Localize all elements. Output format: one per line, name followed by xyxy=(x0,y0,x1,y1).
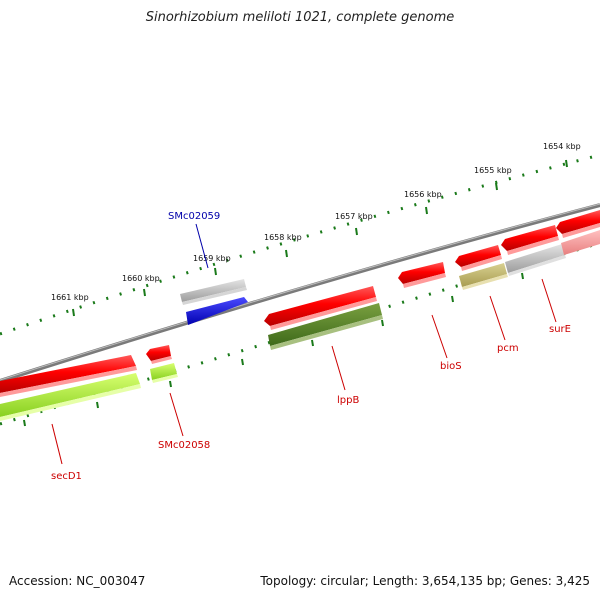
tick-label-1654: 1654 kbp xyxy=(543,142,581,151)
leader-line-bios xyxy=(431,314,448,359)
outer-major-ticks xyxy=(72,159,568,317)
gene-arrow-next-pink[interactable] xyxy=(561,230,600,255)
gene-label-bios[interactable]: bioS xyxy=(440,361,462,372)
tick-label-1660: 1660 kbp xyxy=(122,274,160,283)
leader-line-sure xyxy=(541,278,557,323)
tick-label-1655: 1655 kbp xyxy=(474,166,512,175)
tick-label-1658: 1658 kbp xyxy=(264,233,302,242)
inner-major-ticks xyxy=(23,272,524,427)
gene-arrow-smc02059-grey[interactable] xyxy=(180,279,247,305)
gene-label-lppb[interactable]: lppB xyxy=(337,395,359,406)
gene-arrow-smc02058-lime[interactable] xyxy=(150,363,178,383)
leader-line-pcm xyxy=(489,295,506,341)
gene-arrow-next[interactable] xyxy=(556,210,600,238)
gene-arrow-smc02058[interactable] xyxy=(146,345,172,364)
genome-backbone-highlight xyxy=(0,203,600,381)
gene-arrow-secd1[interactable] xyxy=(0,355,137,397)
gene-label-smc02059[interactable]: SMc02059 xyxy=(168,211,220,222)
accession-text: Accession: NC_003047 xyxy=(9,574,146,588)
genome-backbone xyxy=(0,203,600,383)
gene-arrow-sure-grey[interactable] xyxy=(505,244,566,276)
gene-label-smc02058[interactable]: SMc02058 xyxy=(158,440,210,451)
leader-line-smc02059 xyxy=(195,223,209,269)
gene-arrow-bios[interactable] xyxy=(398,262,446,288)
gene-label-secd1[interactable]: secD1 xyxy=(51,471,82,482)
gene-label-sure[interactable]: surE xyxy=(549,324,571,335)
tick-label-1659: 1659 kbp xyxy=(193,254,231,263)
leader-line-secd1 xyxy=(51,423,63,465)
tick-label-1661: 1661 kbp xyxy=(51,293,89,302)
genome-summary-text: Topology: circular; Length: 3,654,135 bp… xyxy=(260,574,590,588)
gene-label-pcm[interactable]: pcm xyxy=(497,343,519,354)
map-title: Sinorhizobium meliloti 1021, complete ge… xyxy=(145,10,455,25)
tick-label-1657: 1657 kbp xyxy=(335,212,373,221)
gene-arrow-lppb[interactable] xyxy=(264,286,377,330)
gene-arrow-pcm[interactable] xyxy=(455,245,502,271)
gene-arrow-lppb-olive[interactable] xyxy=(268,303,383,350)
gene-arrow-sure[interactable] xyxy=(501,225,559,255)
gene-arrow-secd1-lime[interactable] xyxy=(0,373,141,421)
leader-line-lppb xyxy=(331,345,346,391)
tick-label-1656: 1656 kbp xyxy=(404,190,442,199)
leader-line-smc02058 xyxy=(169,392,184,437)
gene-arrow-smc02059-blue[interactable] xyxy=(186,297,248,325)
gene-arrow-pcm-khaki[interactable] xyxy=(459,263,508,290)
